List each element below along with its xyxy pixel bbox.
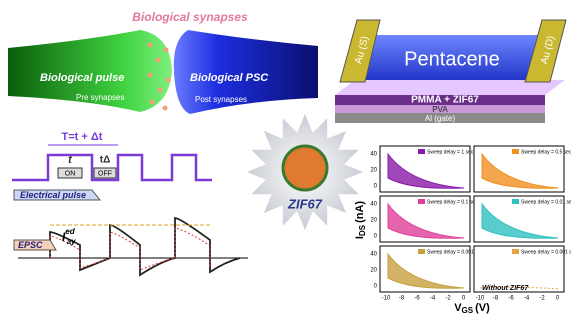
legend-text: Sweep delay = 0.01 sec <box>521 199 571 205</box>
figure: Biological synapses Biological pulse Bio… <box>0 0 571 317</box>
label: EPSC <box>18 240 43 250</box>
epsc-curve <box>50 218 240 275</box>
x-tick-label: -2 <box>445 296 451 302</box>
x-axis-label: VGS(V) <box>454 302 490 315</box>
legend-swatch <box>418 199 425 204</box>
y-tick-label: 20 <box>370 168 377 174</box>
note: Without ZIF67 <box>482 285 529 292</box>
x-tick-label: -4 <box>524 296 530 302</box>
label: (nA) <box>354 201 366 223</box>
y-tick-label: 40 <box>370 202 377 208</box>
legend-text: Sweep delay = 0.5 sec <box>521 149 571 155</box>
y-tick-label: 0 <box>374 284 378 290</box>
x-tick-label: 0 <box>556 296 560 302</box>
y-tick-label: 20 <box>370 218 377 224</box>
label: Pre synapses <box>76 93 124 102</box>
label: ay <box>67 237 76 246</box>
legend-text: Sweep delay = 0.001 sec <box>521 249 571 255</box>
legend-swatch <box>512 149 519 154</box>
label: Biological PSC <box>190 72 269 84</box>
x-tick-label: -2 <box>539 296 545 302</box>
x-tick-label: -8 <box>399 296 405 302</box>
label: DS <box>358 224 367 236</box>
label: Biological pulse <box>40 72 124 84</box>
panels: Sweep delay = 1 sec 0 20 40 Sweep delay = 0.… <box>354 146 571 315</box>
legend-swatch <box>418 149 425 154</box>
x-tick-label: -6 <box>414 296 420 302</box>
label: OFF <box>98 170 112 177</box>
y-tick-label: 0 <box>374 184 378 190</box>
label: (V) <box>475 302 490 314</box>
legend-text: Sweep delay = 1 sec <box>427 149 474 155</box>
legend-text: Sweep delay = 0.1 sec <box>427 199 478 205</box>
x-tick-label: -4 <box>430 296 436 302</box>
label: PVA <box>432 105 448 114</box>
x-tick-label: -10 <box>382 296 391 302</box>
title: Biological synapses <box>132 10 248 24</box>
y-tick-label: 40 <box>370 152 377 158</box>
label: ed <box>65 227 75 236</box>
label: ZIF67 <box>287 196 323 211</box>
label: Electrical pulse <box>20 190 86 200</box>
label: T=t + Δt <box>62 131 103 143</box>
y-axis-label: IDS(nA) <box>354 201 367 240</box>
label: Al (gate) <box>425 114 456 123</box>
label: Post synapses <box>195 95 247 104</box>
x-tick-label: 0 <box>462 296 466 302</box>
x-tick-label: -8 <box>493 296 499 302</box>
y-tick-label: 40 <box>370 252 377 258</box>
y-tick-label: 20 <box>370 268 377 274</box>
label: GS <box>462 306 474 315</box>
y-tick-label: 0 <box>374 234 378 240</box>
label: PMMA + ZIF67 <box>411 95 479 106</box>
x-tick-label: -6 <box>508 296 514 302</box>
legend-swatch <box>512 199 519 204</box>
label: Pentacene <box>404 48 500 70</box>
label: ON <box>65 170 76 177</box>
legend-swatch <box>512 249 519 254</box>
particle <box>283 146 327 190</box>
x-tick-label: -10 <box>476 296 485 302</box>
label: tΔ <box>100 155 111 166</box>
legend-swatch <box>418 249 425 254</box>
